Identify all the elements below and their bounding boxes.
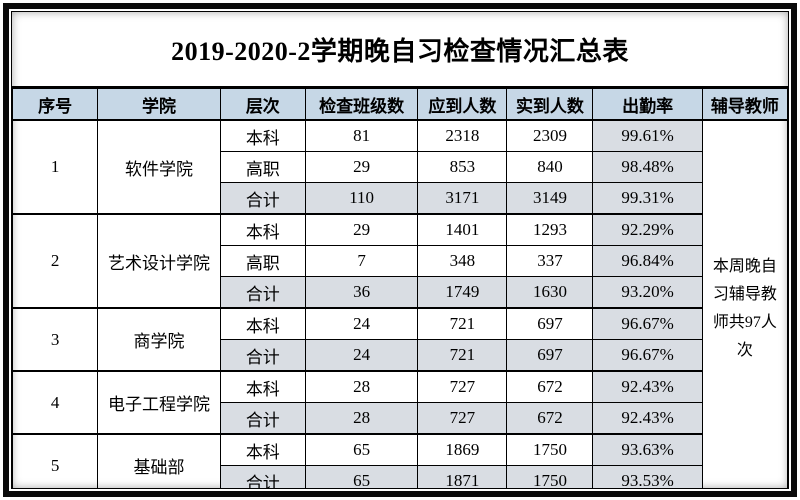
cell-actual: 3149 — [506, 182, 594, 215]
cell-actual: 697 — [506, 339, 594, 372]
cell-rate: 93.63% — [592, 433, 703, 466]
col-header-actual: 实到人数 — [506, 88, 594, 121]
sheet: 2019-2020-2学期晚自习检查情况汇总表 序号 学院 层次 检查班级数 应… — [11, 11, 789, 489]
cell-expected: 1401 — [417, 213, 508, 246]
cell-no: 4 — [12, 370, 99, 435]
cell-level: 本科 — [219, 119, 306, 152]
table-row: 高职 7 348 337 96.84% — [13, 245, 788, 277]
col-header-college: 学院 — [97, 88, 221, 121]
cell-classes: 28 — [304, 370, 419, 403]
cell-actual: 697 — [506, 307, 594, 340]
cell-college: 基础部 — [97, 433, 221, 488]
cell-expected: 1749 — [417, 276, 508, 309]
table-row: 2 艺术设计学院 本科 29 1401 1293 92.29% — [12, 213, 788, 309]
cell-level: 合计 — [219, 402, 306, 435]
title-bar: 2019-2020-2学期晚自习检查情况汇总表 — [12, 12, 788, 88]
cell-expected: 721 — [417, 307, 508, 340]
cell-tutor-note: 本周晚自习辅导教师共97人次 — [701, 119, 788, 488]
cell-no: 1 — [12, 119, 99, 215]
cell-no: 3 — [12, 307, 99, 372]
header-row: 序号 学院 层次 检查班级数 应到人数 实到人数 出勤率 辅导教师 — [12, 88, 788, 121]
cell-level: 高职 — [219, 245, 306, 277]
col-header-classes: 检查班级数 — [304, 88, 419, 121]
cell-no: 5 — [12, 433, 99, 488]
cell-level: 本科 — [219, 213, 306, 246]
page-title: 2019-2020-2学期晚自习检查情况汇总表 — [171, 36, 629, 66]
cell-college: 艺术设计学院 — [97, 213, 221, 309]
cell-rate: 92.43% — [592, 402, 703, 435]
cell-college: 电子工程学院 — [97, 370, 221, 435]
cell-expected: 1871 — [417, 465, 508, 488]
cell-level: 合计 — [219, 276, 306, 309]
table-row: 5 基础部 本科 65 1869 1750 93.63% — [12, 433, 788, 488]
cell-level: 本科 — [219, 370, 306, 403]
subtotal-row: 合计 24 721 697 96.67% — [13, 339, 788, 372]
cell-actual: 2309 — [506, 119, 594, 152]
col-header-tutor: 辅导教师 — [701, 88, 788, 121]
cell-rate: 99.61% — [592, 119, 703, 152]
cell-rate: 99.31% — [592, 182, 703, 215]
cell-expected: 721 — [417, 339, 508, 372]
cell-classes: 65 — [304, 433, 419, 466]
cell-rate: 96.84% — [592, 245, 703, 277]
cell-level: 合计 — [219, 339, 306, 372]
cell-rate: 96.67% — [592, 307, 703, 340]
cell-level: 合计 — [219, 182, 306, 215]
cell-expected: 853 — [417, 151, 508, 183]
summary-table: 序号 学院 层次 检查班级数 应到人数 实到人数 出勤率 辅导教师 1 软件学院… — [12, 88, 788, 488]
subtotal-row: 合计 36 1749 1630 93.20% — [13, 276, 788, 309]
cell-actual: 337 — [506, 245, 594, 277]
cell-classes: 110 — [304, 182, 419, 215]
cell-expected: 348 — [417, 245, 508, 277]
cell-actual: 672 — [506, 402, 594, 435]
cell-college: 商学院 — [97, 307, 221, 372]
cell-classes: 7 — [304, 245, 419, 277]
cell-classes: 36 — [304, 276, 419, 309]
cell-expected: 3171 — [417, 182, 508, 215]
cell-expected: 1869 — [417, 433, 508, 466]
subtotal-row: 合计 65 1871 1750 93.53% — [13, 465, 788, 488]
cell-college: 软件学院 — [97, 119, 221, 215]
col-header-no: 序号 — [12, 88, 99, 121]
cell-expected: 727 — [417, 402, 508, 435]
subtotal-row: 合计 28 727 672 92.43% — [13, 402, 788, 435]
table-row: 高职 29 853 840 98.48% — [13, 151, 788, 183]
cell-rate: 96.67% — [592, 339, 703, 372]
col-header-rate: 出勤率 — [592, 88, 703, 121]
cell-rate: 93.53% — [592, 465, 703, 488]
cell-classes: 24 — [304, 307, 419, 340]
cell-classes: 24 — [304, 339, 419, 372]
cell-actual: 1750 — [506, 465, 594, 488]
table-row: 4 电子工程学院 本科 28 727 672 92.43% — [12, 370, 788, 435]
cell-classes: 28 — [304, 402, 419, 435]
cell-actual: 1630 — [506, 276, 594, 309]
cell-expected: 2318 — [417, 119, 508, 152]
cell-level: 本科 — [219, 307, 306, 340]
table-row: 3 商学院 本科 24 721 697 96.67% — [12, 307, 788, 372]
cell-classes: 65 — [304, 465, 419, 488]
cell-actual: 840 — [506, 151, 594, 183]
cell-rate: 92.29% — [592, 213, 703, 246]
cell-rate: 98.48% — [592, 151, 703, 183]
col-header-expected: 应到人数 — [417, 88, 508, 121]
cell-rate: 92.43% — [592, 370, 703, 403]
cell-level: 高职 — [219, 151, 306, 183]
cell-actual: 672 — [506, 370, 594, 403]
cell-classes: 81 — [304, 119, 419, 152]
cell-actual: 1750 — [506, 433, 594, 466]
outer-frame: 2019-2020-2学期晚自习检查情况汇总表 序号 学院 层次 检查班级数 应… — [3, 3, 797, 497]
cell-level: 本科 — [219, 433, 306, 466]
cell-expected: 727 — [417, 370, 508, 403]
table-row: 1 软件学院 本科 81 2318 2309 99.61% 本周晚自习辅导教师共… — [12, 119, 788, 488]
cell-classes: 29 — [304, 151, 419, 183]
cell-classes: 29 — [304, 213, 419, 246]
subtotal-row: 合计 110 3171 3149 99.31% — [13, 182, 788, 215]
col-header-level: 层次 — [219, 88, 306, 121]
cell-rate: 93.20% — [592, 276, 703, 309]
cell-level: 合计 — [219, 465, 306, 488]
cell-actual: 1293 — [506, 213, 594, 246]
cell-no: 2 — [12, 213, 99, 309]
